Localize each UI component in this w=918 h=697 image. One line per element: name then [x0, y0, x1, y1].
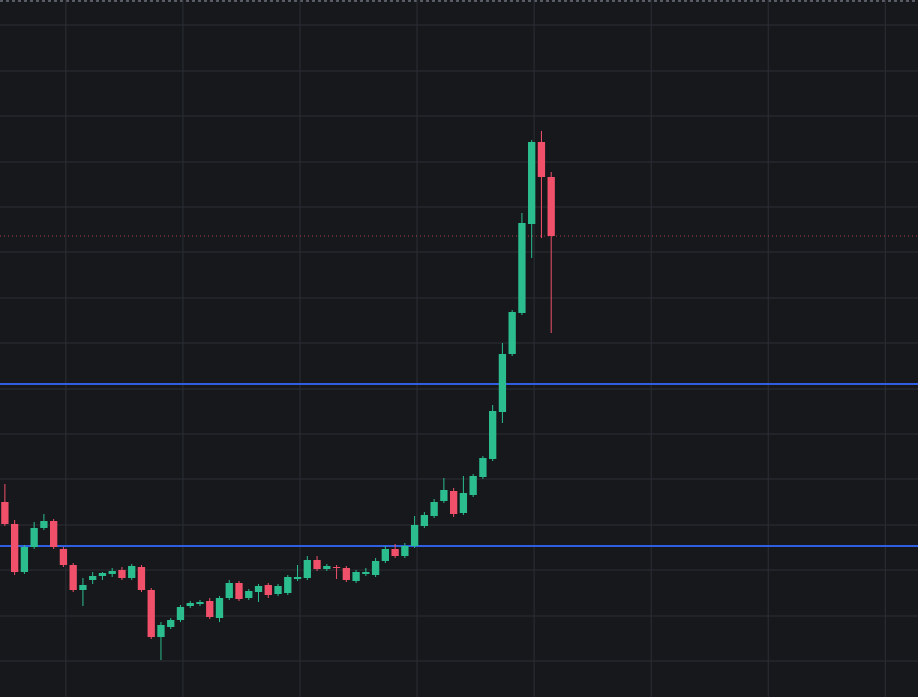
candle-body	[264, 585, 272, 595]
candle-body	[89, 576, 97, 580]
candle-body	[167, 620, 175, 627]
candle-body	[479, 458, 487, 477]
candle-body	[391, 549, 399, 556]
candle-body	[157, 625, 165, 637]
candle-body	[128, 566, 136, 578]
candle-body	[449, 491, 458, 514]
candle-body	[469, 476, 477, 495]
candle-body	[528, 142, 536, 224]
candle-body	[225, 583, 233, 598]
candle-body	[1, 502, 9, 524]
candle-body	[440, 490, 448, 501]
candle-body	[410, 525, 419, 546]
candle-body	[430, 502, 438, 516]
candle-body	[10, 524, 19, 572]
candle-body	[254, 586, 263, 592]
candle-body	[98, 573, 107, 576]
candle-body	[235, 583, 243, 599]
candle-body	[518, 223, 526, 313]
candle-body	[186, 603, 194, 606]
candle-body	[274, 586, 282, 594]
candle-body	[59, 549, 68, 565]
candle-body	[20, 547, 29, 572]
candle-body	[284, 577, 292, 593]
candle-body	[147, 590, 155, 637]
candle-body	[547, 177, 555, 236]
candle-body	[362, 572, 370, 574]
candle-body	[401, 546, 409, 556]
candle-body	[537, 142, 546, 177]
candle-body	[332, 567, 341, 568]
candle-body	[79, 585, 87, 590]
candle-body	[459, 493, 468, 513]
candle-body	[488, 411, 497, 459]
candle-body	[196, 602, 204, 604]
candle-body	[206, 601, 214, 617]
candle-body	[352, 572, 360, 581]
candle-body	[176, 607, 185, 620]
candle-body	[293, 577, 302, 579]
candle-body	[118, 570, 126, 578]
candle-body	[508, 312, 516, 354]
candle-body	[137, 567, 146, 590]
candle-body	[69, 565, 77, 590]
candle-body	[215, 598, 224, 618]
candle-body	[313, 560, 321, 569]
candle-body	[323, 566, 331, 569]
candle-body	[498, 354, 507, 412]
candle-body	[245, 591, 253, 598]
candle-body	[108, 571, 116, 574]
candle-body	[30, 528, 38, 547]
candle-body	[49, 521, 58, 547]
candle-body	[381, 549, 390, 561]
candle-body	[342, 568, 350, 580]
candle-body	[420, 515, 429, 526]
candle-body	[371, 561, 380, 575]
candle-body	[40, 521, 48, 528]
candle-body	[303, 560, 311, 578]
